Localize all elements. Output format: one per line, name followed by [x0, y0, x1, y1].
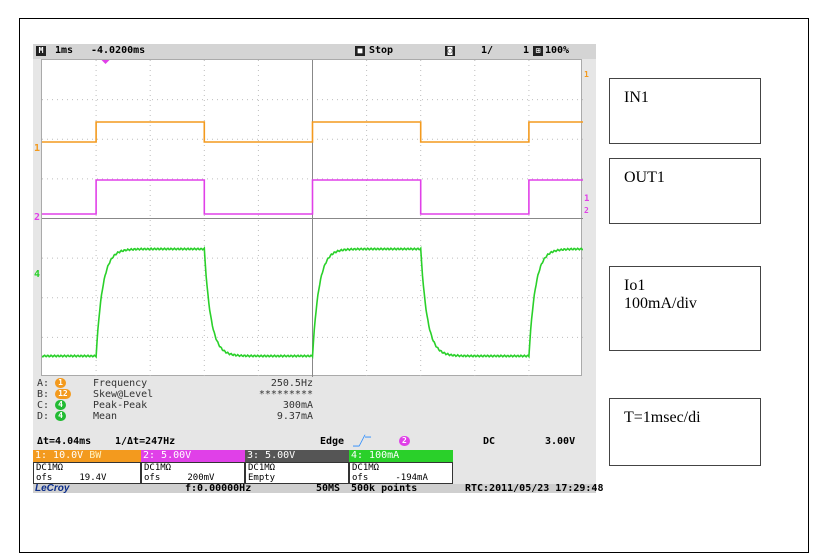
right-marker-2: 2 — [584, 206, 589, 215]
trigger-marker-icon — [101, 60, 110, 64]
ch4-marker: 4 — [34, 269, 41, 280]
io1-label-box: Io1 100mA/div — [609, 266, 761, 351]
channel-bar: 1: 10.0V BW 2: 5.00V 3: 5.00V 4: 100mA — [33, 450, 596, 462]
trigger-frequency: f:0.00000Hz — [185, 483, 252, 494]
zoom-level: 100% — [545, 45, 570, 56]
sample-rate: 50MS — [316, 483, 341, 494]
ch1-marker: 1 — [34, 143, 41, 154]
scope-header: M 1ms -4.0200ms ■ Stop ◙ 1/ 1 ⊞ 100% — [33, 44, 596, 59]
channel-info-row: DC1MΩ ofs 19.4V DC1MΩ ofs 200mV DC1MΩ Em… — [33, 462, 596, 484]
measurements-panel: A: 1 Frequency 250.5Hz B: 12 Skew@Level … — [33, 376, 596, 436]
right-marker-1: 1 — [584, 70, 589, 79]
acq-total: 1 — [523, 45, 530, 56]
rising-edge-icon: _╱‾ — [353, 436, 372, 447]
measurement-c-value: 300mA — [282, 400, 313, 411]
time-label: T=1msec/di — [624, 409, 701, 426]
trigger-mode[interactable]: Edge — [320, 436, 345, 447]
io1-label: Io1 — [624, 277, 646, 294]
ch4-info: DC1MΩ ofs -194mA — [349, 462, 453, 484]
right-marker-cursor: 1 — [584, 194, 590, 204]
ch4-tab[interactable]: 4: 100mA — [349, 450, 453, 462]
channel-badge: 4 — [55, 411, 66, 421]
measurement-c[interactable]: C: 4 — [37, 400, 66, 411]
record-points: 500k points — [351, 483, 418, 494]
in1-label: IN1 — [624, 89, 649, 106]
ch2-tab[interactable]: 2: 5.00V — [141, 450, 245, 462]
measurement-a[interactable]: A: 1 — [37, 378, 66, 389]
cursor-delta: Δt=4.04ms — [37, 436, 92, 447]
menu-icon[interactable]: M — [36, 46, 46, 56]
waveform-plot — [41, 59, 583, 377]
measurement-b[interactable]: B: 12 — [37, 389, 71, 400]
ch1-info: DC1MΩ ofs 19.4V — [33, 462, 141, 484]
cursor-inverse: 1/Δt=247Hz — [115, 436, 176, 447]
ch2-trace — [42, 179, 583, 215]
timebase: 1ms — [55, 45, 74, 56]
figure-frame — [19, 18, 809, 553]
measurement-b-name: Skew@Level — [93, 389, 154, 400]
time-label-box: T=1msec/di — [609, 398, 761, 466]
channel-badge: 4 — [55, 400, 66, 410]
ch2-marker: 2 — [34, 212, 41, 223]
rtc-clock: RTC:2011/05/23 17:29:48 — [465, 483, 604, 494]
io1-scale: 100mA/div — [624, 295, 697, 312]
brand-logo: LeCroy — [35, 483, 70, 494]
channel-badge: 1 — [55, 378, 66, 388]
out1-label-box: OUT1 — [609, 158, 761, 224]
measurement-a-name: Frequency — [93, 378, 148, 389]
measurement-c-name: Peak-Peak — [93, 400, 148, 411]
measurement-b-value: ********* — [258, 389, 313, 400]
acq-count: 1/ — [481, 45, 494, 56]
scope-footer: LeCroy f:0.00000Hz 50MS 500k points RTC:… — [33, 483, 603, 494]
stop-icon[interactable]: ■ — [355, 46, 365, 56]
ch1-tab[interactable]: 1: 10.0V BW — [33, 450, 141, 462]
trigger-level: 3.00V — [545, 436, 576, 447]
out1-label: OUT1 — [624, 169, 665, 186]
camera-icon[interactable]: ◙ — [445, 46, 455, 56]
trigger-source-badge[interactable]: 2 — [399, 436, 410, 446]
ch3-tab[interactable]: 3: 5.00V — [245, 450, 349, 462]
in1-label-box: IN1 — [609, 78, 761, 144]
trigger-coupling: DC — [483, 436, 496, 447]
ch1-trace — [42, 121, 583, 143]
waveform-svg — [42, 60, 583, 377]
measurement-a-value: 250.5Hz — [270, 378, 313, 389]
zoom-icon[interactable]: ⊞ — [533, 46, 543, 56]
cursor-trigger-row: Δt=4.04ms 1/Δt=247Hz Edge _╱‾ 2 DC 3.00V — [33, 436, 596, 449]
delay: -4.0200ms — [91, 45, 146, 56]
measurement-d-name: Mean — [93, 411, 118, 422]
oscilloscope-screen: M 1ms -4.0200ms ■ Stop ◙ 1/ 1 ⊞ 100% 1 2… — [33, 44, 603, 494]
ch2-info: DC1MΩ ofs 200mV — [141, 462, 245, 484]
ch4-trace — [42, 246, 583, 359]
run-state[interactable]: Stop — [369, 45, 394, 56]
measurement-d-value: 9.37mA — [276, 411, 313, 422]
ch3-info: DC1MΩ Empty — [245, 462, 349, 484]
channel-badge: 12 — [55, 389, 71, 399]
measurement-d[interactable]: D: 4 — [37, 411, 66, 422]
